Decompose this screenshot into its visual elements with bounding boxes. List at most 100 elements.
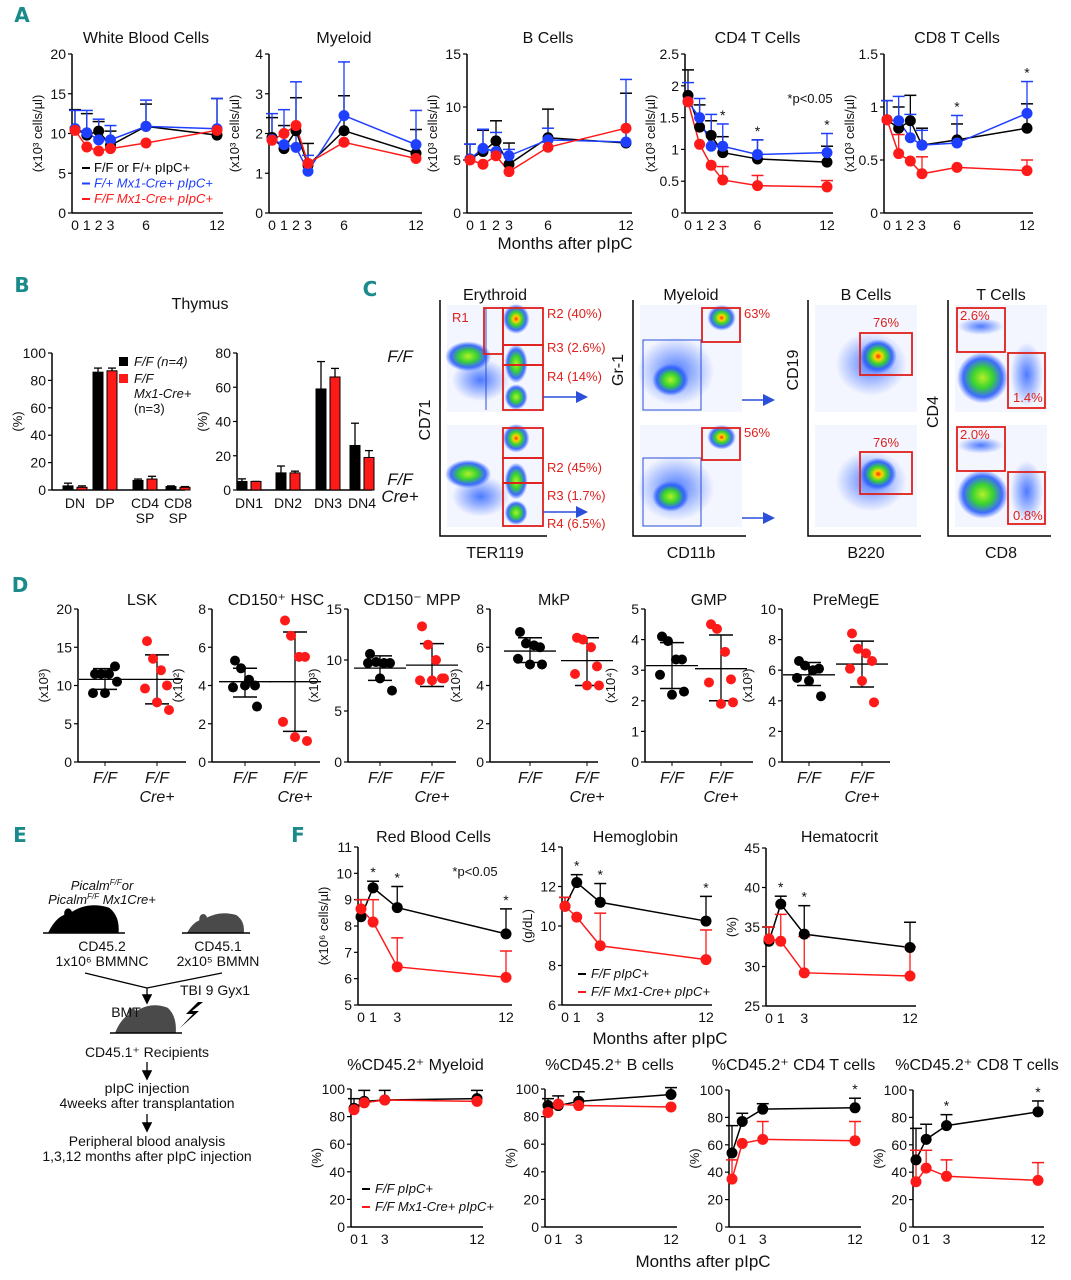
y-axis-label: (x10³ cells/µl) bbox=[643, 95, 658, 173]
gate-label: R1 bbox=[452, 310, 469, 325]
data-point bbox=[525, 659, 535, 670]
x-tick-label: 2 bbox=[292, 217, 300, 233]
flow-column-0: Erythroid TER119 CD71 bbox=[417, 287, 547, 562]
y-tick-label: 0 bbox=[453, 205, 461, 221]
y-tick-label: 60 bbox=[523, 1136, 539, 1152]
y-axis-label: (g/dL) bbox=[520, 909, 535, 943]
y-tick-label: 15 bbox=[50, 86, 66, 102]
cell-population bbox=[451, 476, 510, 517]
data-point bbox=[338, 136, 350, 148]
significance-star: * bbox=[370, 864, 376, 880]
data-point bbox=[427, 675, 437, 686]
significance-star: * bbox=[778, 879, 784, 895]
chart-title: CD150⁺ HSC bbox=[228, 592, 324, 609]
data-point bbox=[849, 1135, 861, 1147]
y-tick-label: 2 bbox=[476, 716, 484, 732]
data-point bbox=[410, 153, 422, 165]
significance-star: * bbox=[1024, 65, 1030, 81]
data-point bbox=[951, 161, 963, 173]
y-tick-label: 0 bbox=[476, 754, 484, 770]
data-point bbox=[904, 942, 916, 954]
y-tick-label: 10 bbox=[760, 601, 776, 617]
x-tick-label: 0 bbox=[561, 1009, 569, 1025]
chart-D_hsc: 0 2 4 6 8 (x10²) CD150⁺ HSC F/F F/F Cre+ bbox=[170, 592, 324, 806]
y-axis-label: (x10³) bbox=[306, 669, 321, 703]
data-point bbox=[726, 1147, 738, 1159]
bar bbox=[132, 479, 144, 491]
group-label: F/F bbox=[368, 770, 393, 787]
y-tick-label: 6 bbox=[548, 997, 556, 1013]
flow-y-label: CD4 bbox=[925, 396, 942, 428]
data-point bbox=[391, 902, 403, 914]
cell-population bbox=[504, 500, 528, 525]
flow-plot bbox=[445, 303, 543, 412]
data-point bbox=[655, 669, 665, 680]
data-point bbox=[367, 916, 379, 928]
data-point bbox=[105, 134, 116, 146]
y-tick-label: 0 bbox=[870, 205, 878, 221]
x-tick-label: 0 bbox=[765, 1010, 773, 1026]
x-tick-label: 1 bbox=[83, 217, 91, 233]
gate bbox=[956, 307, 1006, 353]
y-tick-label: 1 bbox=[870, 99, 878, 115]
donor-label: CD45.2 bbox=[78, 938, 126, 954]
y-axis-label: (x10³ cells/µl) bbox=[425, 95, 440, 173]
data-point bbox=[156, 665, 166, 676]
data-point bbox=[152, 697, 162, 708]
data-point bbox=[941, 1120, 952, 1132]
data-point bbox=[142, 636, 152, 647]
data-point bbox=[140, 683, 150, 694]
flow-axes bbox=[807, 300, 921, 537]
chart-D_gmp: 0 1 2 3 4 5 (x10⁴) GMP F/F F/F Cre+ bbox=[603, 592, 753, 806]
data-point bbox=[500, 928, 512, 940]
x-tick-label: 3 bbox=[759, 1231, 767, 1247]
data-point bbox=[705, 140, 717, 152]
gate-label: R4 (6.5%) bbox=[547, 516, 606, 531]
series-1 bbox=[355, 898, 512, 979]
data-point bbox=[821, 181, 833, 193]
series-1 bbox=[726, 1120, 861, 1180]
category-label: CD4 bbox=[131, 495, 159, 511]
series-line bbox=[360, 908, 507, 979]
y-tick-label: 40 bbox=[707, 1164, 723, 1180]
group-label: F/F bbox=[660, 770, 685, 787]
x-tick-label: 12 bbox=[663, 1231, 679, 1247]
lightning-icon bbox=[180, 1002, 203, 1028]
data-point bbox=[620, 122, 632, 134]
y-axis-label: (x10³ cells/µl) bbox=[30, 95, 45, 173]
data-point bbox=[365, 648, 375, 659]
panel-letter-D: D bbox=[12, 573, 29, 597]
data-point bbox=[371, 657, 381, 668]
data-point bbox=[515, 626, 525, 637]
group-label: F/F bbox=[145, 770, 170, 787]
x-axis-label: Months after pIpC bbox=[497, 234, 632, 253]
y-tick-label: 8 bbox=[768, 632, 776, 648]
flow-plot bbox=[955, 305, 1047, 412]
data-point bbox=[252, 701, 262, 712]
x-tick-label: 6 bbox=[340, 217, 348, 233]
chart-title: Hemoglobin bbox=[593, 829, 678, 846]
chart-D_premege: 0 2 4 6 8 10 (x10³) PreMegE F/F F/F Cre+ bbox=[740, 592, 890, 806]
data-point bbox=[716, 698, 726, 709]
series-0 bbox=[355, 880, 512, 935]
series-line bbox=[353, 1099, 478, 1111]
data-point bbox=[559, 900, 571, 912]
chart-title: %CD45.2⁺ CD8 T cells bbox=[895, 1057, 1058, 1074]
chart-F_rbc: 5 6 7 8 9 10 11 (x10⁶ cells/µl) 0 1 3 12 Red Blood C… bbox=[316, 829, 514, 1025]
data-point bbox=[1032, 1174, 1044, 1186]
flow-plot bbox=[636, 425, 742, 527]
flow-column-1: Myeloid CD11b Gr-1 bbox=[610, 287, 746, 562]
x-tick-label: 12 bbox=[209, 217, 225, 233]
data-point bbox=[286, 630, 296, 641]
panel-f-legend: F/F pIpC+ F/F Mx1-Cre+ pIpC+ bbox=[362, 1181, 494, 1214]
cell-population bbox=[956, 469, 1009, 519]
data-point bbox=[367, 882, 379, 894]
significance-star: * bbox=[395, 870, 401, 886]
data-point bbox=[228, 682, 238, 693]
donor-mouse-icon bbox=[43, 905, 125, 934]
data-point bbox=[535, 642, 545, 653]
x-tick-label: 0 bbox=[350, 1231, 358, 1247]
significance-star: * bbox=[824, 117, 830, 133]
